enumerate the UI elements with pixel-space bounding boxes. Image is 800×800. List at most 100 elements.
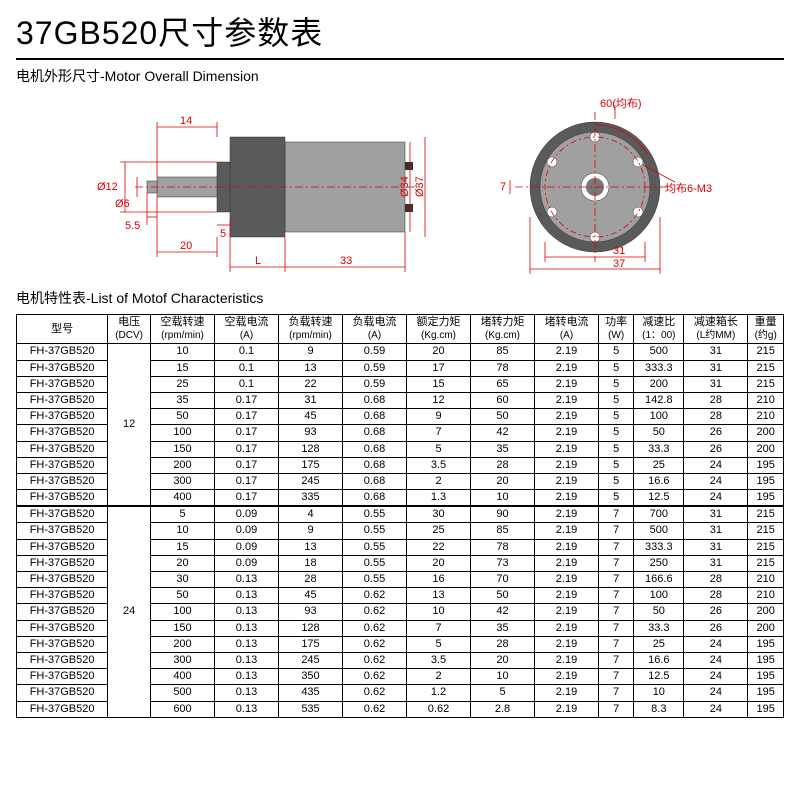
cell-value: 10 [151, 523, 215, 539]
cell-value: 500 [151, 685, 215, 701]
cell-model: FH-37GB520 [17, 685, 108, 701]
cell-value: 13 [279, 360, 343, 376]
cell-value: 195 [748, 685, 784, 701]
cell-value: 0.62 [343, 636, 407, 652]
cell-value: 0.55 [343, 506, 407, 523]
cell-value: 31 [684, 523, 748, 539]
cell-value: 25 [407, 523, 471, 539]
cell-value: 100 [151, 425, 215, 441]
table-header-cell: 重量(约g) [748, 315, 784, 344]
cell-value: 7 [599, 523, 634, 539]
cell-value: 2.19 [535, 555, 599, 571]
cell-value: 0.62 [343, 620, 407, 636]
cell-value: 26 [684, 441, 748, 457]
cell-value: 10 [407, 604, 471, 620]
cell-value: 0.13 [215, 685, 279, 701]
cell-value: 35 [471, 620, 535, 636]
cell-value: 3.5 [407, 652, 471, 668]
table-row: FH-37GB5202450.0940.5530902.19770031215 [17, 506, 784, 523]
cell-value: 25 [151, 376, 215, 392]
cell-value: 215 [748, 360, 784, 376]
cell-value: 0.17 [215, 392, 279, 408]
cell-value: 24 [684, 490, 748, 507]
cell-value: 2.19 [535, 652, 599, 668]
cell-value: 0.55 [343, 539, 407, 555]
cell-value: 28 [684, 409, 748, 425]
cell-value: 2.19 [535, 604, 599, 620]
cell-value: 50 [471, 588, 535, 604]
cell-value: 20 [151, 555, 215, 571]
cell-value: 0.13 [215, 652, 279, 668]
cell-value: 31 [684, 555, 748, 571]
cell-value: 22 [279, 376, 343, 392]
cell-model: FH-37GB520 [17, 376, 108, 392]
cell-value: 210 [748, 588, 784, 604]
cell-value: 7 [599, 636, 634, 652]
cell-model: FH-37GB520 [17, 652, 108, 668]
cell-value: 78 [471, 539, 535, 555]
cell-value: 0.09 [215, 523, 279, 539]
cell-value: 215 [748, 555, 784, 571]
cell-value: 73 [471, 555, 535, 571]
cell-value: 335 [279, 490, 343, 507]
cell-value: 50 [634, 425, 684, 441]
table-row: FH-37GB52012100.190.5920852.19550031215 [17, 344, 784, 360]
cell-value: 5 [599, 360, 634, 376]
cell-value: 33.3 [634, 441, 684, 457]
cell-value: 0.17 [215, 457, 279, 473]
cell-value: 2.19 [535, 701, 599, 717]
cell-value: 2.8 [471, 701, 535, 717]
cell-value: 5 [599, 392, 634, 408]
cell-value: 12 [407, 392, 471, 408]
svg-text:5.5: 5.5 [125, 220, 140, 232]
cell-value: 150 [151, 441, 215, 457]
cell-value: 50 [151, 588, 215, 604]
table-header-cell: 功率(W) [599, 315, 634, 344]
cell-value: 24 [684, 652, 748, 668]
cell-value: 50 [634, 604, 684, 620]
cell-value: 0.68 [343, 473, 407, 489]
cell-value: 31 [684, 376, 748, 392]
cell-value: 7 [599, 701, 634, 717]
cell-model: FH-37GB520 [17, 555, 108, 571]
cell-value: 250 [634, 555, 684, 571]
cell-value: 400 [151, 490, 215, 507]
cell-value: 24 [684, 669, 748, 685]
cell-value: 0.13 [215, 636, 279, 652]
cell-value: 435 [279, 685, 343, 701]
cell-value: 0.13 [215, 620, 279, 636]
cell-value: 333.3 [634, 360, 684, 376]
cell-value: 7 [599, 506, 634, 523]
cell-value: 200 [748, 604, 784, 620]
cell-value: 28 [471, 457, 535, 473]
cell-value: 12.5 [634, 669, 684, 685]
cell-value: 0.68 [343, 425, 407, 441]
cell-value: 1.3 [407, 490, 471, 507]
cell-value: 150 [151, 620, 215, 636]
table-header-cell: 空载电流(A) [215, 315, 279, 344]
cell-value: 31 [684, 344, 748, 360]
table-header-cell: 负载转速(rpm/min) [279, 315, 343, 344]
cell-value: 100 [151, 604, 215, 620]
cell-value: 9 [279, 523, 343, 539]
cell-value: 5 [599, 376, 634, 392]
cell-value: 93 [279, 425, 343, 441]
cell-value: 333.3 [634, 539, 684, 555]
cell-value: 100 [634, 409, 684, 425]
cell-value: 5 [599, 409, 634, 425]
cell-value: 26 [684, 620, 748, 636]
cell-value: 7 [599, 669, 634, 685]
cell-value: 45 [279, 409, 343, 425]
cell-value: 9 [279, 344, 343, 360]
cell-value: 20 [407, 555, 471, 571]
cell-value: 128 [279, 441, 343, 457]
cell-model: FH-37GB520 [17, 425, 108, 441]
cell-model: FH-37GB520 [17, 636, 108, 652]
cell-voltage: 24 [108, 506, 151, 717]
cell-value: 2.19 [535, 473, 599, 489]
cell-value: 7 [407, 425, 471, 441]
cell-value: 0.13 [215, 669, 279, 685]
table-header-cell: 负载电流(A) [343, 315, 407, 344]
cell-value: 245 [279, 652, 343, 668]
cell-value: 2.19 [535, 685, 599, 701]
